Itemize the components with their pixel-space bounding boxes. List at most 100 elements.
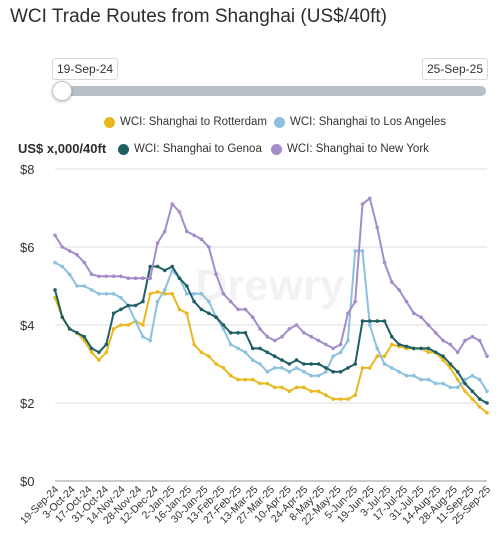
- chart-title: WCI Trade Routes from Shanghai (US$/40ft…: [10, 6, 387, 27]
- series-3-point-44: [375, 225, 380, 230]
- series-2-point-22: [214, 315, 218, 320]
- series-0-point-35: [309, 389, 314, 394]
- series-2-point-54: [448, 362, 453, 366]
- series-2-point-20: [199, 307, 204, 312]
- series-1-point-59: [485, 389, 489, 394]
- legend-item-rotterdam[interactable]: WCI: Shanghai to Rotterdam: [104, 116, 267, 128]
- series-1-point-19: [192, 292, 196, 296]
- series-3-point-38: [331, 346, 336, 351]
- series-2-point-8: [111, 311, 116, 316]
- series-1-point-41: [353, 249, 358, 253]
- series-2-point-52: [433, 350, 438, 355]
- series-2-point-31: [280, 358, 284, 362]
- series-2-point-7: [104, 342, 109, 347]
- watermark: Drewry: [195, 261, 345, 310]
- series-0-point-40: [346, 397, 350, 401]
- series-1-point-37: [324, 370, 328, 374]
- series-2-point-55: [455, 370, 460, 374]
- series-3-point-15: [163, 229, 167, 234]
- series-0-point-33: [294, 385, 299, 390]
- series-0-point-57: [470, 397, 475, 401]
- range-end-label: 25-Sep-25: [421, 58, 488, 80]
- series-1-point-46: [390, 366, 394, 370]
- series-1-point-58: [477, 377, 482, 382]
- legend-label-genoa: WCI: Shanghai to Genoa: [134, 143, 262, 155]
- legend-dot-genoa: [118, 143, 129, 155]
- series-2-point-51: [426, 346, 431, 351]
- series-1-point-44: [375, 346, 380, 351]
- series-3-point-22: [214, 272, 218, 277]
- series-3-point-32: [287, 327, 292, 331]
- series-2-point-59: [485, 401, 489, 405]
- series-3-point-31: [280, 334, 284, 339]
- series-3-point-35: [309, 334, 314, 339]
- series-2-point-1: [60, 315, 65, 320]
- series-0-point-41: [353, 393, 358, 398]
- legend-label-rotterdam: WCI: Shanghai to Rotterdam: [120, 116, 268, 128]
- series-2-point-21: [207, 311, 211, 316]
- series-3-point-9: [119, 274, 123, 279]
- series-1-point-33: [294, 366, 299, 370]
- legend-item-los-angeles[interactable]: WCI: Shanghai to Los Angeles: [274, 116, 446, 128]
- series-1-point-26: [243, 350, 248, 355]
- series-2-point-24: [228, 331, 233, 335]
- series-1-point-55: [455, 385, 460, 390]
- range-start-label: 19-Sep-24: [52, 58, 119, 80]
- series-2-point-50: [419, 346, 423, 351]
- series-2-point-49: [412, 346, 416, 351]
- legend-item-genoa[interactable]: WCI: Shanghai to Genoa: [118, 143, 262, 155]
- series-3-point-33: [294, 323, 299, 327]
- series-2-point-33: [294, 358, 299, 362]
- series-0-point-31: [280, 385, 284, 390]
- series-2-point-2: [67, 327, 72, 331]
- series-2-point-40: [346, 366, 350, 370]
- series-2-point-4: [82, 334, 87, 339]
- series-2-point-9: [119, 307, 123, 312]
- series-0-point-20: [199, 350, 204, 355]
- series-0-point-14: [155, 290, 160, 294]
- series-2-point-34: [302, 362, 306, 366]
- series-2-point-47: [397, 342, 401, 347]
- series-2-point-39: [338, 370, 343, 374]
- series-3-point-40: [346, 311, 350, 316]
- series-2-point-29: [265, 350, 270, 355]
- series-0-point-10: [126, 323, 130, 327]
- series-2-point-45: [382, 319, 387, 323]
- legend-dot-new-york: [271, 143, 282, 155]
- series-2-point-19: [192, 299, 196, 304]
- series-3-point-17: [177, 210, 182, 214]
- series-1-point-34: [302, 370, 306, 374]
- series-3-point-19: [192, 233, 196, 238]
- series-1-point-15: [163, 288, 167, 292]
- series-3-point-48: [404, 299, 409, 304]
- series-0-point-19: [192, 342, 196, 347]
- series-3-point-10: [126, 276, 130, 281]
- series-2-point-46: [390, 334, 394, 339]
- series-0-point-51: [426, 350, 431, 355]
- series-3-point-36: [316, 338, 321, 343]
- series-1-point-38: [331, 354, 336, 359]
- date-range-slider[interactable]: [58, 86, 486, 96]
- series-3-point-54: [448, 342, 453, 347]
- legend-item-new-york[interactable]: WCI: Shanghai to New York: [271, 143, 429, 155]
- series-3-point-34: [302, 331, 306, 335]
- series-3-point-51: [426, 323, 431, 327]
- series-2-point-48: [404, 344, 409, 349]
- series-0-point-6: [97, 358, 101, 362]
- series-3-point-58: [477, 338, 482, 343]
- slider-handle[interactable]: [52, 81, 72, 101]
- series-2-point-0: [53, 288, 57, 292]
- series-3-point-57: [470, 334, 475, 339]
- series-2-point-53: [441, 354, 445, 359]
- series-3-point-41: [353, 299, 358, 304]
- series-3-point-3: [75, 253, 79, 257]
- series-1-point-20: [199, 292, 204, 296]
- series-3-point-47: [397, 288, 401, 292]
- y-tick-label-4: $8: [20, 162, 34, 177]
- y-tick-label-2: $4: [20, 318, 34, 333]
- series-1-point-57: [470, 373, 475, 378]
- series-1-point-6: [97, 292, 101, 296]
- series-2-point-23: [221, 323, 226, 327]
- series-3-point-37: [324, 342, 328, 347]
